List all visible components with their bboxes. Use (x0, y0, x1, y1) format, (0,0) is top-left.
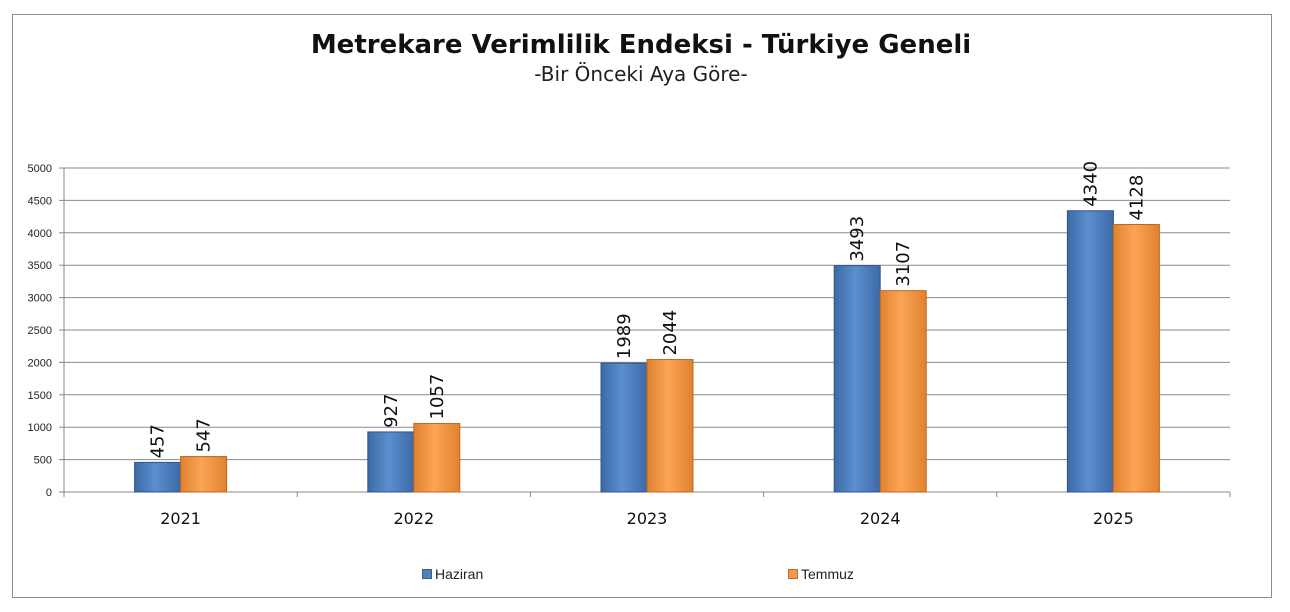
x-tick-label: 2023 (627, 509, 668, 528)
data-label: 1989 (614, 313, 635, 359)
data-label: 1057 (427, 374, 448, 420)
y-tick-label: 2500 (28, 325, 52, 337)
data-label: 457 (148, 424, 169, 458)
data-label: 927 (381, 394, 402, 428)
x-tick-label: 2024 (860, 509, 901, 528)
y-tick-label: 3500 (28, 260, 52, 272)
data-label: 4128 (1126, 175, 1147, 221)
bar-temmuz-2024 (879, 290, 927, 493)
data-label: 4340 (1080, 161, 1101, 207)
y-tick-label: 1000 (28, 422, 52, 434)
y-tick-label: 5000 (28, 163, 52, 175)
bar-haziran-2022 (367, 431, 415, 493)
legend-item-temmuz: Temmuz (788, 566, 854, 582)
legend-label-temmuz: Temmuz (801, 566, 854, 582)
chart-title: Metrekare Verimlilik Endeksi - Türkiye G… (310, 30, 972, 60)
y-tick-label: 3000 (28, 293, 52, 305)
x-tick-label: 2022 (393, 509, 434, 528)
y-tick-label: 4000 (28, 228, 52, 240)
x-tick-label: 2025 (1093, 509, 1134, 528)
y-tick-label: 1500 (28, 390, 52, 402)
y-tick-label: 4500 (28, 195, 52, 207)
data-label: 3107 (893, 241, 914, 287)
bar-haziran-2021 (134, 461, 182, 493)
y-tick-label: 500 (34, 455, 52, 467)
bar-temmuz-2025 (1112, 224, 1160, 493)
bar-haziran-2025 (1066, 210, 1114, 493)
data-label: 3493 (847, 216, 868, 262)
legend-item-haziran: Haziran (422, 566, 483, 582)
chart-subtitle: -Bir Önceki Aya Göre- (534, 62, 748, 86)
legend-swatch-temmuz (788, 569, 798, 579)
bar-temmuz-2022 (413, 423, 461, 493)
y-tick-label: 2000 (28, 357, 52, 369)
bar-temmuz-2023 (646, 359, 694, 493)
x-tick-label: 2021 (160, 509, 201, 528)
legend-label-haziran: Haziran (435, 566, 484, 582)
legend-swatch-haziran (422, 569, 432, 579)
bar-haziran-2024 (833, 265, 881, 493)
bar-temmuz-2021 (180, 456, 228, 493)
data-label: 547 (194, 418, 215, 452)
bar-haziran-2023 (600, 362, 648, 493)
y-tick-label: 0 (46, 487, 52, 499)
chart-frame (12, 14, 1272, 598)
data-label: 2044 (660, 310, 681, 356)
